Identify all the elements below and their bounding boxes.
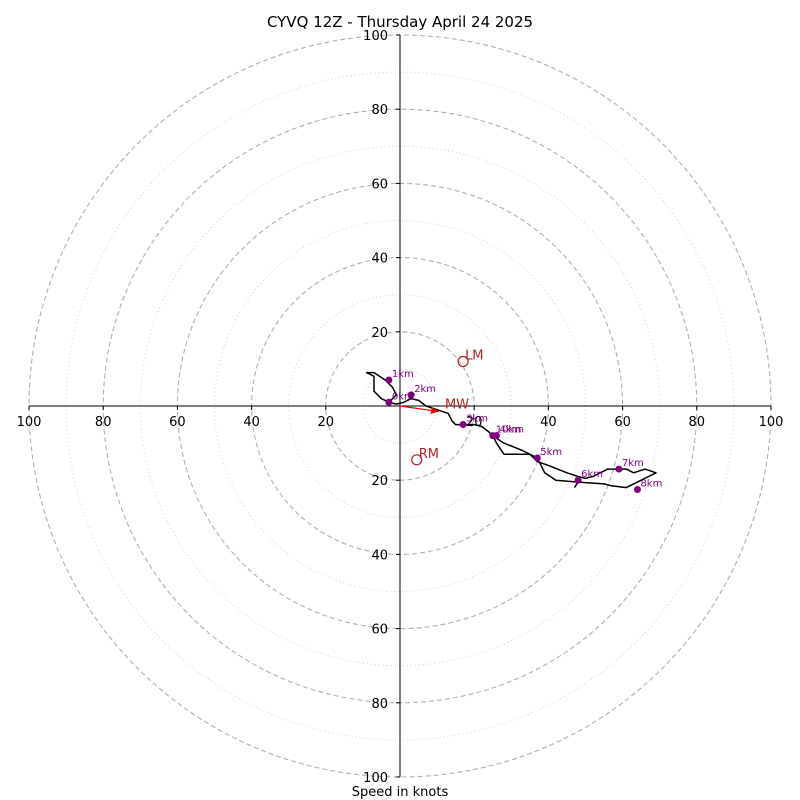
height-marker-point — [533, 454, 541, 462]
y-tick-label: 100 — [363, 771, 388, 786]
y-tick-label: 80 — [371, 697, 388, 712]
y-tick-label: 40 — [371, 252, 388, 267]
height-marker-label: 10km — [496, 425, 524, 436]
x-tick-label: 20 — [318, 415, 335, 430]
y-tick-label: 60 — [371, 623, 388, 638]
x-tick-label: 40 — [540, 415, 557, 430]
x-axis-label: Speed in knots — [352, 785, 449, 800]
height-marker-label: 7km — [622, 458, 644, 469]
storm-motion-marker — [457, 355, 469, 368]
mean-wind-label: MW — [445, 398, 469, 413]
height-marker-label: 8km — [640, 478, 662, 489]
height-marker-point — [489, 432, 497, 440]
storm-motion-label: RM — [419, 447, 439, 462]
x-tick-label: 40 — [243, 415, 260, 430]
height-marker-label: 2km — [414, 384, 436, 395]
x-tick-label: 80 — [689, 415, 706, 430]
mean-wind-arrowhead — [430, 406, 439, 414]
y-tick-label: 20 — [371, 326, 388, 341]
x-tick-label: 60 — [169, 415, 186, 430]
height-marker-label: 0km — [392, 391, 414, 402]
y-tick-label: 40 — [371, 548, 388, 563]
height-marker-label: 6km — [581, 469, 603, 480]
storm-motion-label: LM — [465, 348, 483, 363]
height-marker-point — [407, 391, 415, 399]
height-marker-point — [633, 485, 641, 493]
storm-motion: MW RM LM — [399, 348, 484, 466]
y-tick-label: 60 — [371, 177, 388, 192]
tick-labels: 100 80 60 40 20 20 40 60 80 100100806040202040608… — [17, 29, 784, 786]
height-marker-point — [459, 421, 467, 429]
x-tick-label: 100 — [759, 415, 784, 430]
x-tick-label: 60 — [614, 415, 631, 430]
y-tick-label: 100 — [363, 29, 388, 44]
height-marker-label: 5km — [540, 447, 562, 458]
x-tick-label: 100 — [17, 415, 42, 430]
height-marker-point — [574, 476, 582, 484]
height-marker-label: 4km — [499, 425, 521, 436]
height-marker-label: 3km — [466, 414, 488, 425]
y-tick-label: 80 — [371, 103, 388, 118]
chart-title: CYVQ 12Z - Thursday April 24 2025 — [267, 13, 533, 31]
height-marker-point — [615, 465, 623, 473]
height-marker-point — [385, 376, 393, 384]
height-marker-label: 1km — [392, 369, 414, 380]
y-tick-label: 20 — [371, 474, 388, 489]
storm-motion-marker — [411, 454, 423, 466]
x-tick-label: 80 — [95, 415, 112, 430]
height-marker-point — [385, 398, 393, 406]
